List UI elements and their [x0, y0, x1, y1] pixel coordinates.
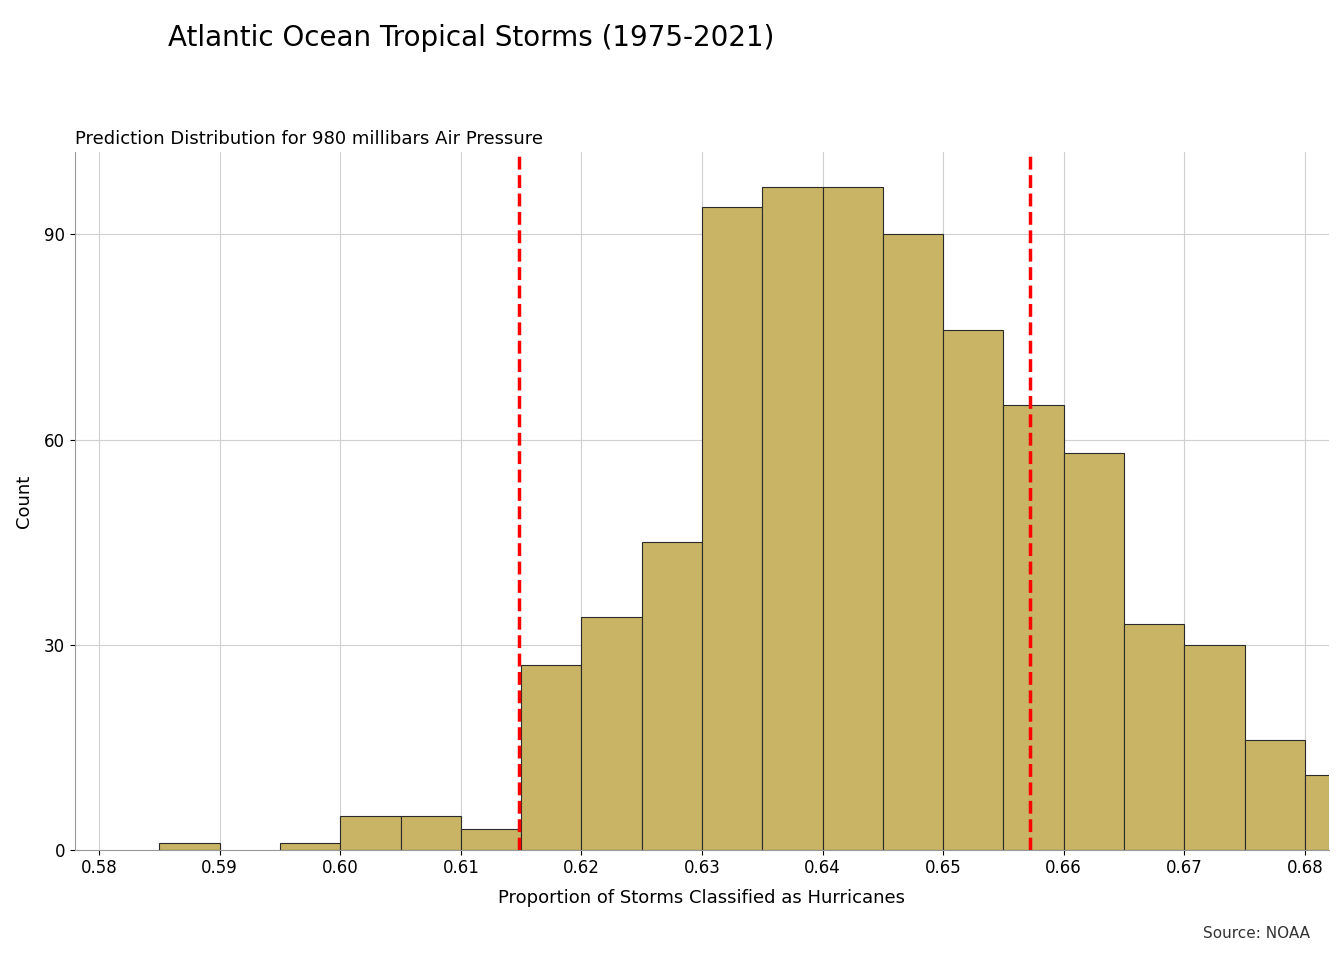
Bar	[762, 186, 823, 850]
Bar	[582, 617, 641, 850]
Bar	[1184, 644, 1245, 850]
Bar	[823, 186, 883, 850]
Bar	[883, 234, 943, 850]
Bar	[401, 816, 461, 850]
Bar	[943, 330, 1004, 850]
Text: Atlantic Ocean Tropical Storms (1975-2021): Atlantic Ocean Tropical Storms (1975-202…	[168, 24, 774, 52]
Bar	[340, 816, 401, 850]
Text: Source: NOAA: Source: NOAA	[1203, 925, 1310, 941]
Bar	[1124, 624, 1184, 850]
Text: Prediction Distribution for 980 millibars Air Pressure: Prediction Distribution for 980 millibar…	[75, 130, 543, 148]
Bar	[1305, 775, 1344, 850]
Bar	[1004, 405, 1063, 850]
Bar	[1245, 740, 1305, 850]
Bar	[702, 207, 762, 850]
Bar	[641, 542, 702, 850]
Y-axis label: Count: Count	[15, 474, 34, 528]
Bar	[461, 829, 521, 850]
Bar	[280, 843, 340, 850]
Bar	[521, 665, 582, 850]
X-axis label: Proportion of Storms Classified as Hurricanes: Proportion of Storms Classified as Hurri…	[499, 889, 906, 906]
Bar	[1063, 453, 1124, 850]
Bar	[160, 843, 219, 850]
